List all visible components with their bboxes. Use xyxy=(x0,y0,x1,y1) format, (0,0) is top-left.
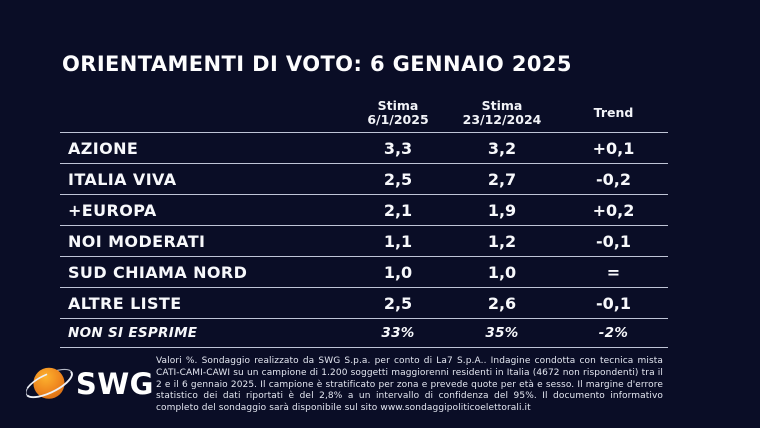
table-header-row: Stima 6/1/2025 Stima 23/12/2024 Trend xyxy=(60,88,668,132)
party-name: NON SI ESPRIME xyxy=(68,325,198,341)
trend-value: -2% xyxy=(598,325,629,341)
party-name: +EUROPA xyxy=(68,200,157,220)
stima-old-value: 1,2 xyxy=(487,231,517,251)
stima-old-value: 2,6 xyxy=(487,293,517,313)
trend-value: -0,2 xyxy=(596,169,631,189)
stima-old-value: 3,2 xyxy=(487,138,517,158)
poll-table: Stima 6/1/2025 Stima 23/12/2024 Trend AZ… xyxy=(60,88,668,348)
stima-new-value: 33% xyxy=(381,325,415,341)
stima-old-value: 2,7 xyxy=(487,169,517,189)
stima-new-value: 2,5 xyxy=(383,293,413,313)
party-name: NOI MODERATI xyxy=(68,231,206,251)
methodology-disclaimer: Valori %. Sondaggio realizzato da SWG S.… xyxy=(156,356,663,414)
stima-new-value: 1,0 xyxy=(383,262,413,282)
trend-value: -0,1 xyxy=(596,293,631,313)
table-row: +EUROPA 2,1 1,9 +0,2 xyxy=(60,194,668,225)
table-row: ALTRE LISTE 2,5 2,6 -0,1 xyxy=(60,287,668,318)
trend-value: -0,1 xyxy=(596,231,631,251)
table-row: SUD CHIAMA NORD 1,0 1,0 = xyxy=(60,256,668,287)
stima-new-value: 2,1 xyxy=(383,200,413,220)
swg-logo-text: SWG xyxy=(75,367,154,401)
stima-old-value: 1,0 xyxy=(487,262,517,282)
party-name: ITALIA VIVA xyxy=(68,169,177,189)
column-header-stima-old: Stima 23/12/2024 xyxy=(462,98,542,127)
party-name: ALTRE LISTE xyxy=(68,293,182,313)
stima-new-value: 2,5 xyxy=(383,169,413,189)
footer: SWG xyxy=(26,352,736,416)
table-row: AZIONE 3,3 3,2 +0,1 xyxy=(60,132,668,163)
stima-old-value: 35% xyxy=(485,325,519,341)
trend-value: +0,1 xyxy=(592,138,635,158)
page-title: ORIENTAMENTI DI VOTO: 6 GENNAIO 2025 xyxy=(62,52,572,76)
column-header-stima-new: Stima 6/1/2025 xyxy=(367,98,429,127)
trend-value: = xyxy=(606,262,621,282)
stima-new-value: 1,1 xyxy=(383,231,413,251)
trend-value: +0,2 xyxy=(592,200,635,220)
table-row: NOI MODERATI 1,1 1,2 -0,1 xyxy=(60,225,668,256)
table-row: ITALIA VIVA 2,5 2,7 -0,2 xyxy=(60,163,668,194)
stima-new-value: 3,3 xyxy=(383,138,413,158)
party-name: SUD CHIAMA NORD xyxy=(68,262,248,282)
swg-globe-icon xyxy=(26,367,73,399)
swg-logo: SWG xyxy=(26,352,154,416)
column-header-trend: Trend xyxy=(593,105,634,120)
party-name: AZIONE xyxy=(68,138,139,158)
stima-old-value: 1,9 xyxy=(487,200,517,220)
table-row-non-si-esprime: NON SI ESPRIME 33% 35% -2% xyxy=(60,318,668,348)
